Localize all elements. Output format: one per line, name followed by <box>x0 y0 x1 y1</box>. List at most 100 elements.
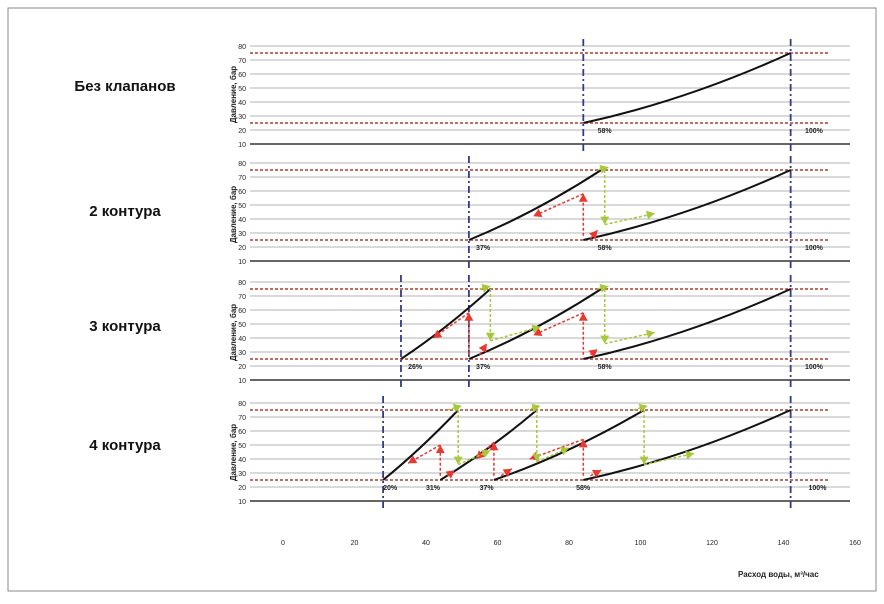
y-tick-label: 40 <box>238 217 246 224</box>
green-arrow-head <box>600 335 610 344</box>
pump-curve <box>583 52 792 124</box>
y-tick-label: 40 <box>238 100 246 107</box>
red-arrow-head <box>478 343 487 353</box>
red-arrow-head <box>588 230 598 240</box>
green-arrow-head <box>646 210 655 220</box>
y-tick-label: 60 <box>238 189 246 196</box>
y-tick-label: 10 <box>238 259 246 266</box>
y-tick-label: 40 <box>238 457 246 464</box>
green-arrow-head <box>599 164 609 174</box>
y-tick-label: 70 <box>238 175 246 182</box>
y-tick-label: 60 <box>238 72 246 79</box>
percent-label: 20% <box>383 485 398 492</box>
red-arrow-head <box>476 450 485 459</box>
y-tick-label: 40 <box>238 336 246 343</box>
y-tick-label: 10 <box>238 378 246 385</box>
percent-label: 100% <box>809 485 828 492</box>
y-tick-label: 80 <box>238 161 246 168</box>
percent-label: 58% <box>598 128 613 135</box>
green-arrow-head <box>531 403 541 413</box>
green-arrow-head <box>559 446 569 456</box>
green-arrow-head <box>453 456 463 465</box>
x-tick-label: 0 <box>281 540 285 547</box>
percent-label: 100% <box>805 364 824 371</box>
y-tick-label: 60 <box>238 429 246 436</box>
y-axis-title-2: Давление, бар <box>229 303 239 362</box>
y-tick-label: 70 <box>238 294 246 301</box>
red-arrow-head <box>533 327 543 337</box>
y-tick-label: 70 <box>238 58 246 65</box>
red-arrow-shaft <box>532 312 584 336</box>
green-arrow-shaft <box>536 447 570 463</box>
pump-curve <box>583 288 792 360</box>
green-arrow-shaft <box>490 326 541 342</box>
y-tick-label: 30 <box>238 231 246 238</box>
green-arrow-head <box>481 283 491 293</box>
y-tick-label: 10 <box>238 142 246 149</box>
red-arrow-head <box>433 329 443 338</box>
green-arrow-head <box>485 332 495 341</box>
panel-label-3: 4 контура <box>89 437 161 454</box>
y-tick-label: 50 <box>238 86 246 93</box>
pump-curve <box>493 409 645 481</box>
green-arrow-head <box>599 283 609 293</box>
green-arrow-head <box>531 324 541 334</box>
panel-label-2: 3 контура <box>89 318 161 335</box>
y-tick-label: 50 <box>238 322 246 329</box>
green-arrow-head <box>532 453 542 462</box>
y-tick-label: 20 <box>238 364 246 371</box>
percent-label: 58% <box>598 245 613 252</box>
y-tick-label: 80 <box>238 280 246 287</box>
y-tick-label: 20 <box>238 245 246 252</box>
red-arrow-head <box>578 193 588 202</box>
green-arrow-shaft <box>604 212 655 226</box>
percent-label: 31% <box>426 485 441 492</box>
x-axis-title: Расход воды, м³/час <box>738 570 819 579</box>
red-arrow-head <box>408 455 418 464</box>
y-tick-label: 50 <box>238 443 246 450</box>
percent-label: 58% <box>576 485 591 492</box>
green-arrow-head <box>600 216 610 225</box>
x-tick-label: 60 <box>494 540 502 547</box>
pump-curve <box>468 169 602 241</box>
percent-label: 37% <box>480 485 495 492</box>
red-arrow-head <box>435 445 445 453</box>
panel-label-1: 2 контура <box>89 203 161 220</box>
y-tick-label: 20 <box>238 485 246 492</box>
y-tick-label: 60 <box>238 308 246 315</box>
x-tick-label: 120 <box>706 540 718 547</box>
y-axis-title-0: Давление, бар <box>229 65 239 124</box>
y-axis-title-3: Давление, бар <box>229 423 239 482</box>
x-tick-label: 40 <box>422 540 430 547</box>
percent-label: 37% <box>476 364 491 371</box>
pump-curve <box>583 409 792 481</box>
green-arrow-shaft <box>604 331 655 345</box>
pump-curve <box>382 409 459 481</box>
green-arrow-head <box>481 449 491 458</box>
y-tick-label: 70 <box>238 415 246 422</box>
y-tick-label: 80 <box>238 401 246 408</box>
red-arrow-shaft <box>532 193 584 217</box>
pump-curve <box>400 288 492 360</box>
green-arrow-head <box>639 456 649 465</box>
pump-curve <box>583 169 792 241</box>
panel-label-0: Без клапанов <box>74 78 176 95</box>
percent-label: 58% <box>598 364 613 371</box>
y-tick-label: 80 <box>238 44 246 51</box>
green-arrow-head <box>452 403 462 413</box>
y-tick-label: 30 <box>238 350 246 357</box>
red-arrow-head <box>502 468 512 477</box>
outer-frame <box>7 7 877 592</box>
y-axis-title-1: Давление, бар <box>229 185 239 244</box>
x-tick-label: 80 <box>565 540 573 547</box>
green-arrow-head <box>638 403 648 413</box>
green-arrow-head <box>646 329 655 339</box>
green-arrow-shaft <box>457 449 491 466</box>
percent-label: 37% <box>476 245 491 252</box>
red-arrow-head <box>588 349 598 358</box>
x-tick-label: 20 <box>351 540 359 547</box>
red-arrow-head <box>533 208 543 218</box>
x-tick-label: 140 <box>778 540 790 547</box>
